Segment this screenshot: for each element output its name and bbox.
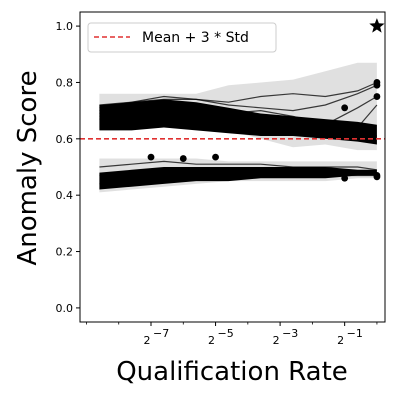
x-tick-exponent: −1 (347, 327, 363, 340)
x-tick-label: 2 (144, 334, 151, 347)
x-tick-label: 2 (337, 334, 344, 347)
x-axis-ticks: 2−72−52−32−1 (86, 322, 376, 347)
y-axis-ticks: 0.0 0.2 0.4 0.6 0.8 1.0 (56, 20, 81, 315)
x-tick-label: 2 (273, 334, 280, 347)
y-axis-label: Anomaly Score (13, 70, 43, 265)
x-tick-label: 2 (208, 334, 215, 347)
point-marker (148, 154, 155, 161)
point-marker (341, 104, 348, 111)
point-marker (374, 82, 381, 89)
y-tick-label: 0.0 (56, 302, 74, 315)
point-marker (374, 93, 381, 100)
legend: Mean + 3 * Std (88, 23, 276, 52)
x-axis-label: Qualification Rate (116, 357, 348, 387)
y-tick-label: 1.0 (56, 20, 74, 33)
legend-threshold-label: Mean + 3 * Std (142, 30, 249, 46)
point-marker (212, 154, 219, 161)
point-marker (341, 175, 348, 182)
y-tick-label: 0.8 (56, 76, 74, 89)
x-tick-exponent: −3 (282, 327, 298, 340)
y-tick-label: 0.4 (56, 189, 74, 202)
x-tick-exponent: −7 (153, 327, 169, 340)
point-marker (374, 173, 381, 180)
star-marker (369, 18, 384, 32)
y-tick-label: 0.6 (56, 133, 74, 146)
x-tick-exponent: −5 (218, 327, 234, 340)
y-tick-label: 0.2 (56, 246, 74, 259)
point-marker (180, 155, 187, 162)
